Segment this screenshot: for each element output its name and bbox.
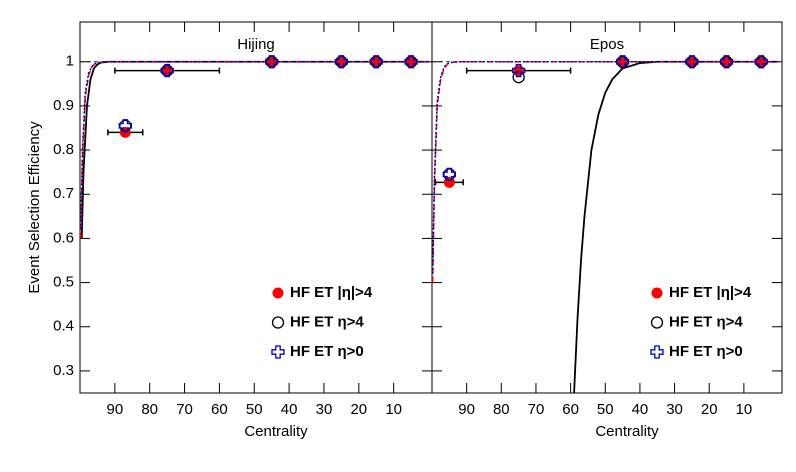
x-tick-label: 30 (316, 401, 333, 418)
legend-marker (650, 345, 664, 359)
efficiency-curve (80, 61, 429, 239)
legend-marker (272, 287, 284, 299)
x-axis-label: Centrality (244, 423, 308, 440)
data-point (512, 71, 525, 84)
data-point (334, 55, 349, 69)
data-point (265, 55, 279, 69)
x-tick-label: 60 (562, 401, 579, 418)
plot-area (432, 60, 782, 393)
plot-area (80, 60, 432, 239)
data-point (118, 119, 132, 133)
plot-frame (79, 21, 433, 394)
x-tick-label: 10 (385, 401, 402, 418)
panel-title: Hijing (237, 36, 275, 53)
y-tick-label: 0.8 (53, 141, 74, 158)
y-tick-label: 0.5 (53, 274, 74, 291)
data-point (615, 55, 630, 69)
x-tick-label: 70 (528, 401, 545, 418)
legend-marker (651, 287, 663, 299)
x-tick-label: 90 (458, 401, 475, 418)
x-tick-label: 30 (666, 401, 683, 418)
x-tick-label: 80 (493, 401, 510, 418)
x-tick-label: 50 (597, 401, 614, 418)
x-tick-label: 10 (736, 401, 753, 418)
legend-marker (271, 316, 285, 329)
efficiency-curve (80, 61, 429, 230)
panel: Hijing Centrality Event Selection Efficien… (26, 21, 433, 440)
x-tick-label: 70 (176, 401, 193, 418)
legend-label: HF ET η>0 (290, 343, 364, 360)
x-tick-label: 80 (141, 401, 158, 418)
x-tick-label: 90 (107, 401, 124, 418)
y-tick-label: 0.3 (53, 362, 74, 379)
legend-label: HF ET η>0 (669, 343, 743, 360)
efficiency-curve (80, 60, 429, 239)
data-point (511, 63, 526, 78)
x-tick-label: 40 (281, 401, 298, 418)
data-point (685, 55, 699, 69)
data-point (513, 65, 525, 77)
efficiency-curve (573, 60, 779, 393)
legend-label: HF ET |η|>4 (290, 284, 373, 301)
x-tick-label: 60 (211, 401, 228, 418)
x-tick-label: 40 (632, 401, 649, 418)
data-point (754, 55, 768, 69)
legend-label: HF ET η>4 (669, 313, 743, 330)
y-axis-label: Event Selection Efficiency (26, 121, 43, 294)
legend-marker (271, 345, 285, 359)
x-tick-label: 20 (701, 401, 718, 418)
panel: Epos Centrality 90 80 70 60 50 40 30 20 10 HF ET |η… (431, 21, 783, 440)
efficiency-curve (432, 61, 779, 283)
data-point (160, 63, 174, 78)
data-point (404, 55, 418, 69)
data-point (442, 167, 456, 182)
y-tick-label: 1 (66, 53, 74, 70)
plot-frame (431, 21, 783, 394)
panel-title: Epos (590, 36, 624, 53)
y-tick-label: 0.7 (53, 185, 74, 202)
x-axis-label: Centrality (595, 423, 659, 440)
legend-label: HF ET η>4 (290, 313, 364, 330)
y-tick-label: 0.9 (53, 97, 74, 114)
x-tick-label: 50 (246, 401, 263, 418)
data-point (719, 55, 734, 69)
x-tick-label: 20 (350, 401, 367, 418)
legend-label: HF ET |η|>4 (669, 284, 752, 301)
legend-marker (650, 316, 664, 329)
y-tick-label: 0.6 (53, 229, 74, 246)
y-tick-label: 0.4 (53, 318, 74, 335)
data-point (369, 55, 383, 69)
